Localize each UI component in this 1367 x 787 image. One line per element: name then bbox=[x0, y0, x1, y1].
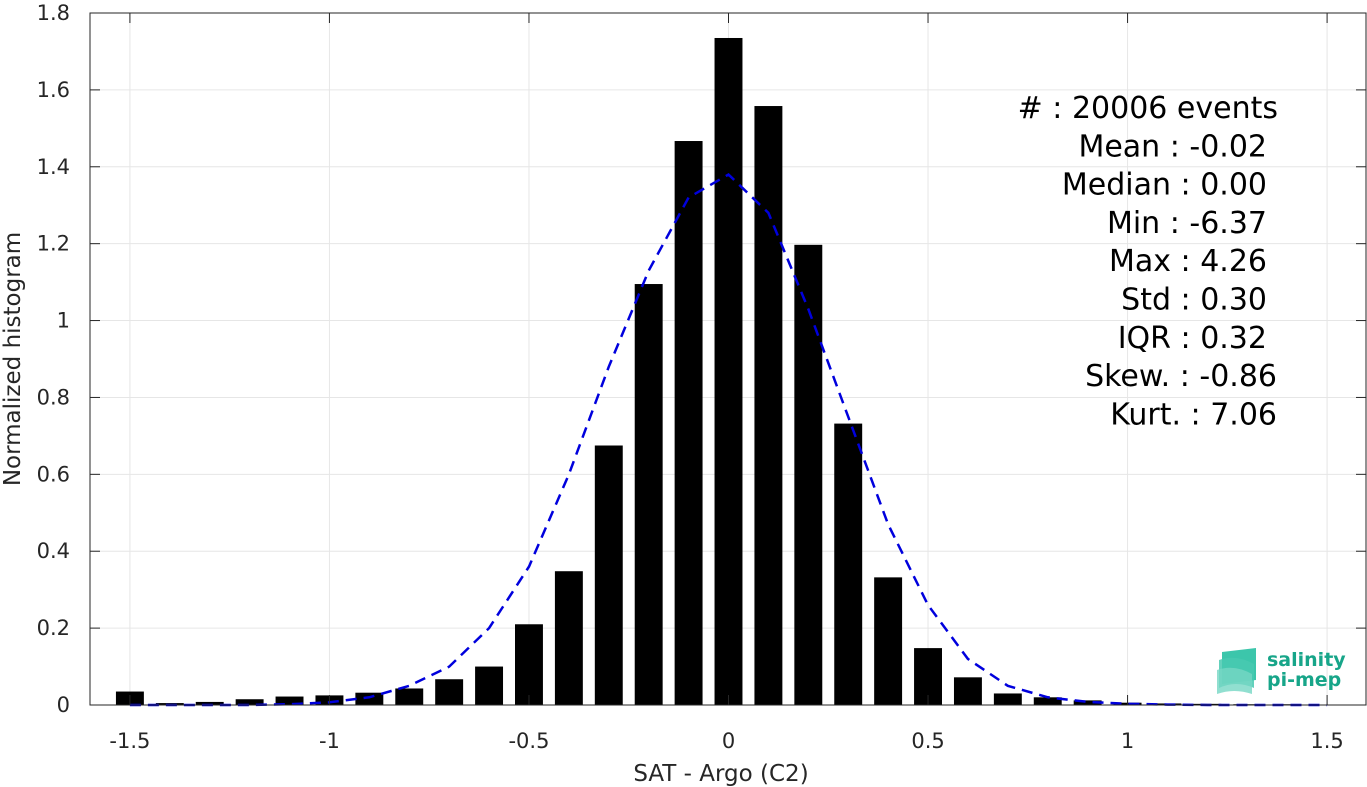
histogram-bar bbox=[475, 666, 504, 705]
histogram-bar bbox=[395, 688, 424, 705]
histogram-bar bbox=[515, 624, 543, 705]
axes bbox=[89, 12, 1367, 706]
y-tick-label: 0.8 bbox=[37, 385, 70, 409]
stat-line: IQR : 0.32 bbox=[1118, 321, 1267, 356]
salinity-pi-mep-logo: salinity pi-mep bbox=[1217, 648, 1346, 694]
histogram-bar bbox=[275, 696, 304, 705]
y-tick-label: 1 bbox=[57, 309, 70, 333]
y-tick-label: 1.6 bbox=[37, 78, 70, 102]
histogram-bar bbox=[953, 677, 982, 705]
logo-text-line2: pi-mep bbox=[1267, 669, 1341, 691]
logo-text-line1: salinity bbox=[1267, 649, 1346, 671]
histogram-bar bbox=[435, 679, 464, 705]
stat-line: Std : 0.30 bbox=[1121, 283, 1267, 318]
x-axis-label: SAT - Argo (C2) bbox=[633, 761, 808, 787]
histogram-bar bbox=[195, 701, 224, 705]
x-tick-label: 1.5 bbox=[1310, 729, 1343, 753]
x-tick-label: -1.5 bbox=[109, 729, 150, 753]
stat-line: Mean : -0.02 bbox=[1078, 129, 1267, 164]
histogram-bar bbox=[874, 577, 903, 705]
y-tick-labels: 0 0.2 0.4 0.6 0.8 1 1.2 1.4 1.6 1.8 bbox=[37, 1, 70, 717]
stat-line: Max : 4.26 bbox=[1109, 244, 1267, 279]
x-tick-label: -1 bbox=[319, 729, 340, 753]
y-axis-label: Normalized histogram bbox=[0, 232, 26, 486]
y-tick-label: 1.8 bbox=[37, 1, 70, 25]
histogram-bar bbox=[674, 141, 703, 705]
stat-line: # : 20006 events bbox=[1018, 91, 1278, 126]
histogram-bar bbox=[993, 693, 1022, 705]
y-tick-label: 0.4 bbox=[37, 539, 70, 563]
y-tick-label: 0.2 bbox=[37, 616, 70, 640]
logo-wave-icon bbox=[1217, 648, 1256, 694]
histogram-bar bbox=[1033, 697, 1062, 705]
x-tick-labels: -1.5 -1 -0.5 0 0.5 1 1.5 bbox=[109, 729, 1343, 753]
histogram-bars bbox=[115, 37, 1342, 706]
histogram-bar bbox=[834, 423, 863, 705]
stat-line: Skew. : -0.86 bbox=[1085, 359, 1277, 394]
histogram-bar bbox=[794, 244, 823, 705]
y-tick-label: 0.6 bbox=[37, 462, 70, 486]
x-tick-label: 1 bbox=[1121, 729, 1134, 753]
y-tick-label: 1.4 bbox=[37, 155, 70, 179]
histogram-bar bbox=[594, 445, 623, 705]
x-tick-label: 0.5 bbox=[911, 729, 944, 753]
histogram-bar bbox=[714, 37, 743, 705]
x-tick-label: 0 bbox=[722, 729, 735, 753]
histogram-bar bbox=[634, 284, 663, 705]
histogram-bar bbox=[355, 692, 384, 705]
y-tick-label: 0 bbox=[57, 693, 70, 717]
y-tick-label: 1.2 bbox=[37, 232, 70, 256]
stat-line: Min : -6.37 bbox=[1107, 206, 1267, 241]
histogram-bar bbox=[1073, 700, 1102, 705]
x-tick-label: -0.5 bbox=[508, 729, 549, 753]
histogram-bar bbox=[235, 699, 264, 705]
histogram-bar bbox=[754, 106, 783, 706]
stat-line: Median : 0.00 bbox=[1062, 168, 1267, 203]
histogram-bar bbox=[554, 571, 583, 705]
stat-line: Kurt. : 7.06 bbox=[1110, 397, 1277, 432]
